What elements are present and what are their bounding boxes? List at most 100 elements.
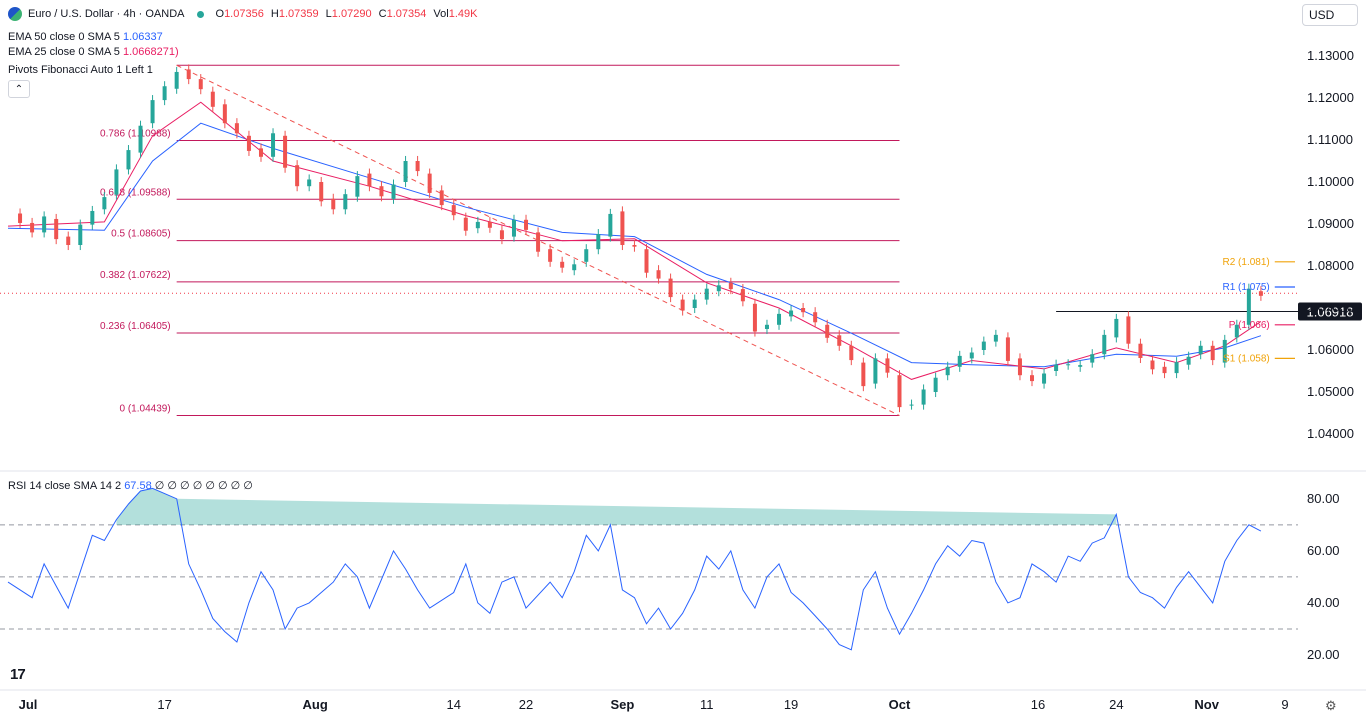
candle-body [1042, 373, 1047, 384]
fib-level-label: 0.382 (1.07622) [100, 270, 171, 281]
candle-body [1162, 366, 1167, 374]
candle-body [584, 249, 589, 262]
candle-body [487, 221, 492, 228]
candle-body [993, 334, 998, 342]
rsi-overbought-fill [116, 488, 1117, 525]
candle-body [1102, 334, 1107, 355]
candle-body [78, 224, 83, 245]
time-tick-label: Oct [889, 697, 911, 712]
candle-body [861, 362, 866, 387]
ohlc-close-label: C [378, 7, 387, 20]
candle-body [921, 389, 926, 405]
candle-body [969, 352, 974, 359]
candle-body [1222, 339, 1227, 363]
rsi-value: 67.58 [124, 480, 152, 492]
rsi-pane: 80.00 60.00 40.00 20.00 [0, 487, 1340, 662]
candle-body [668, 278, 673, 298]
fib-level-label: 0.618 (1.09588) [100, 187, 171, 198]
price-axis: 1.13000 1.12000 1.11000 1.10000 1.09000 1.080… [1307, 48, 1354, 441]
candle-body [1186, 356, 1191, 365]
candle-body [30, 222, 35, 233]
pivots-label: Pivots Fibonacci Auto 1 Left 1 [8, 64, 153, 76]
rsi-tick-label: 60.00 [1307, 543, 1340, 558]
tradingview-logo[interactable]: 17 [10, 666, 26, 683]
candle-body [271, 133, 276, 157]
ema25-value: 1.06682 [122, 46, 163, 58]
candle-body [933, 377, 938, 392]
candle-body [1150, 360, 1155, 370]
time-tick-label: 9 [1281, 697, 1288, 712]
candle-body [1138, 343, 1143, 358]
candle-body [849, 345, 854, 361]
time-tick-label: 22 [519, 697, 533, 712]
pivot-levels: R2 (1.081) R1 (1.075) P (1.066) S1 (1.058) [1223, 257, 1295, 364]
candle-body [234, 123, 239, 134]
ema-line [7, 122, 1262, 368]
price-tick-label: 1.09000 [1307, 216, 1354, 231]
candle-body [596, 234, 601, 250]
symbol-header: Euro / U.S. Dollar · 4h · OANDA O1.07356… [8, 7, 481, 21]
pivots-legend[interactable]: Pivots Fibonacci Auto 1 Left 1 [8, 64, 153, 77]
candle-body [885, 358, 890, 373]
candle-body [331, 198, 336, 210]
ohlc-low-label: L [325, 7, 332, 20]
fib-level-label: 0.5 (1.08605) [111, 229, 171, 240]
candle-body [379, 186, 384, 197]
currency-flag-icon [8, 7, 22, 21]
settings-icon[interactable]: ⚙ [1325, 698, 1337, 713]
candle-body [439, 190, 444, 206]
time-tick-label: 19 [784, 697, 798, 712]
price-tick-label: 1.06000 [1307, 342, 1354, 357]
time-tick-label: 16 [1031, 697, 1045, 712]
ema25-label: EMA 25 close 0 SMA 5 [8, 46, 120, 58]
candle-body [451, 205, 456, 216]
candle-body [873, 358, 878, 384]
candle-body [548, 249, 553, 262]
candle-body [415, 161, 420, 172]
rsi-tick-label: 20.00 [1307, 647, 1340, 662]
fib-level-label: 0.786 (1.10988) [100, 129, 171, 140]
time-tick-label: Aug [303, 697, 328, 712]
candle-body [1126, 316, 1131, 344]
volume-label: Vol [433, 7, 449, 20]
candle-body [355, 176, 360, 197]
candle-body [801, 308, 806, 313]
candle-body [524, 219, 529, 230]
ema50-value: 1.06337 [122, 31, 163, 43]
candle-body [246, 135, 251, 151]
price-tick-label: 1.13000 [1307, 48, 1354, 63]
candle-body [981, 341, 986, 350]
price-tick-label: 1.07000 [1307, 300, 1354, 315]
time-tick-label: 11 [700, 697, 714, 712]
chevron-up-icon[interactable]: ⌃ [8, 80, 30, 98]
rsi-extras: ∅ ∅ ∅ ∅ ∅ ∅ ∅ ∅ [154, 480, 253, 492]
candle-body [174, 71, 179, 89]
time-tick-label: 17 [157, 697, 171, 712]
candle-body [1198, 345, 1203, 355]
candle-body [1090, 354, 1095, 363]
ohlc-open-label: O [215, 7, 225, 20]
candle-body [66, 236, 71, 245]
candle-body [536, 232, 541, 252]
ohlc-high-label: H [270, 7, 279, 20]
candle-body [909, 404, 914, 406]
rsi-legend[interactable]: RSI 14 close SMA 14 2 67.58 ∅ ∅ ∅ ∅ ∅ ∅ … [8, 479, 253, 492]
ema50-legend[interactable]: EMA 50 close 0 SMA 5 1.06337 [8, 31, 163, 44]
rsi-label: RSI 14 close SMA 14 2 [8, 480, 122, 492]
candle-body [307, 179, 312, 187]
ema50-label: EMA 50 close 0 SMA 5 [8, 31, 120, 43]
currency-select[interactable]: USD [1302, 4, 1358, 26]
candle-body [728, 282, 733, 290]
candle-body [511, 219, 516, 237]
candle-body [18, 213, 23, 223]
candle-body [162, 86, 167, 101]
candle-body [620, 211, 625, 245]
candle-body [367, 173, 372, 187]
symbol-title[interactable]: Euro / U.S. Dollar · 4h · OANDA [28, 7, 185, 20]
candle-body [391, 184, 396, 199]
ohlc-close-value: 1.07354 [386, 7, 427, 20]
candle-body [427, 173, 432, 193]
ema25-legend[interactable]: EMA 25 close 0 SMA 5 1.0668271) [8, 46, 179, 59]
candle-body [644, 249, 649, 273]
